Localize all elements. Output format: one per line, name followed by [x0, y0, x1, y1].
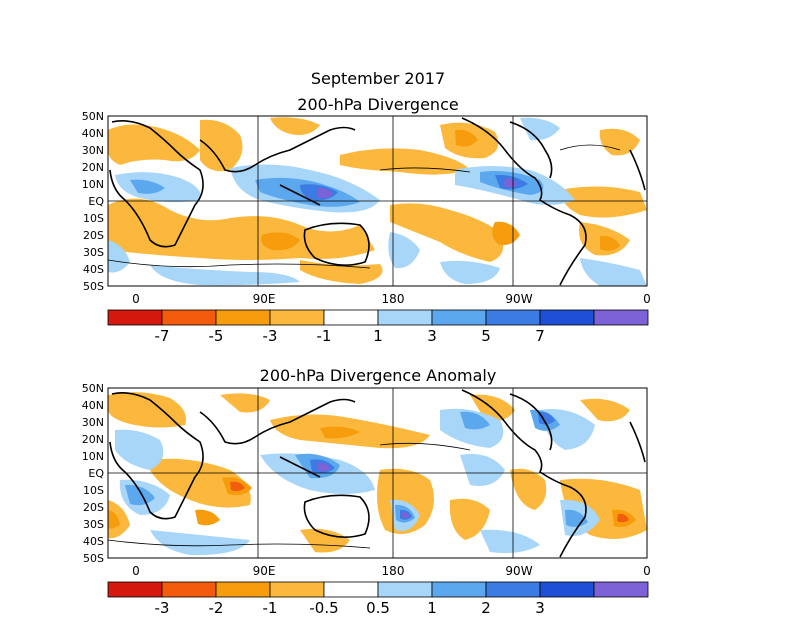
svg-text:90E: 90E [253, 564, 276, 578]
svg-text:10S: 10S [83, 212, 104, 225]
svg-text:50S: 50S [83, 552, 104, 565]
colorbar-swatch [161, 309, 217, 326]
colorbar-swatch [593, 581, 649, 598]
map-frame [107, 115, 648, 287]
colorbar-label: 1 [373, 327, 383, 345]
colorbar-label: -0.5 [309, 599, 338, 617]
colorbar: -7 -5 -3 -1 1 3 5 7 [107, 309, 649, 345]
colorbar-swatch [539, 581, 595, 598]
colorbar-swatch [107, 309, 163, 326]
colorbar-swatch [593, 309, 649, 326]
colorbar-swatch [215, 309, 271, 326]
svg-text:20N: 20N [82, 433, 104, 446]
colorbar-label: 5 [481, 327, 491, 345]
colorbar-label: 7 [535, 327, 545, 345]
colorbar-label: -5 [209, 327, 224, 345]
colorbar-label: 0.5 [366, 599, 390, 617]
colorbar-swatch [107, 581, 163, 598]
svg-text:10S: 10S [83, 484, 104, 497]
panel-divergence: 200-hPa Divergence [82, 95, 651, 345]
colorbar-swatch [431, 581, 487, 598]
svg-text:20S: 20S [83, 229, 104, 242]
svg-text:30S: 30S [83, 246, 104, 259]
colorbar-swatch [269, 581, 325, 598]
svg-text:30N: 30N [82, 416, 104, 429]
figure-title: September 2017 [311, 69, 445, 88]
colorbar-label: -1 [317, 327, 332, 345]
svg-text:0: 0 [132, 292, 140, 306]
contour-fill [108, 116, 647, 286]
svg-text:50N: 50N [82, 382, 104, 395]
svg-text:40S: 40S [83, 263, 104, 276]
colorbar-label: -2 [209, 599, 224, 617]
colorbar-label: -3 [263, 327, 278, 345]
svg-text:0: 0 [643, 292, 651, 306]
svg-text:50S: 50S [83, 280, 104, 293]
svg-text:40N: 40N [82, 127, 104, 140]
colorbar-swatch [377, 309, 433, 326]
colorbar-swatch [539, 309, 595, 326]
svg-text:90W: 90W [505, 564, 532, 578]
svg-text:20N: 20N [82, 161, 104, 174]
colorbar-label: -3 [155, 599, 170, 617]
panel-title: 200-hPa Divergence Anomaly [260, 366, 497, 385]
colorbar: -3 -2 -1 -0.5 0.5 1 2 3 [107, 581, 649, 617]
svg-text:50N: 50N [82, 110, 104, 123]
lon-labels: 0 90E 180 90W 0 [132, 292, 651, 306]
lon-labels: 0 90E 180 90W 0 [132, 564, 651, 578]
map-grid [108, 388, 647, 558]
colorbar-swatch [215, 581, 271, 598]
svg-text:180: 180 [382, 564, 405, 578]
lat-labels: 50N 40N 30N 20N 10N EQ 10S 20S 30S 40S 5… [82, 110, 105, 293]
svg-text:0: 0 [132, 564, 140, 578]
colorbar-label: 2 [481, 599, 491, 617]
colorbar-swatch [323, 581, 379, 598]
svg-text:40S: 40S [83, 535, 104, 548]
colorbar-label: 3 [535, 599, 545, 617]
map-frame [107, 387, 648, 559]
colorbar-swatch [485, 581, 541, 598]
map-grid [108, 116, 647, 286]
svg-text:30N: 30N [82, 144, 104, 157]
colorbar-label: 1 [427, 599, 437, 617]
colorbar-swatch [431, 309, 487, 326]
colorbar-swatch [485, 309, 541, 326]
panel-title: 200-hPa Divergence [297, 95, 458, 114]
svg-text:0: 0 [643, 564, 651, 578]
colorbar-label: -7 [155, 327, 170, 345]
svg-text:20S: 20S [83, 501, 104, 514]
svg-text:180: 180 [382, 292, 405, 306]
colorbar-swatch [323, 309, 379, 326]
colorbar-label: -1 [263, 599, 278, 617]
svg-text:10N: 10N [82, 450, 104, 463]
svg-text:10N: 10N [82, 178, 104, 191]
svg-text:EQ: EQ [88, 467, 104, 480]
panel-divergence-anomaly: 200-hPa Divergence Anomaly [82, 366, 651, 617]
svg-text:40N: 40N [82, 399, 104, 412]
lat-labels: 50N 40N 30N 20N 10N EQ 10S 20S 30S 40S 5… [82, 382, 105, 565]
svg-text:90W: 90W [505, 292, 532, 306]
colorbar-label: 3 [427, 327, 437, 345]
svg-text:30S: 30S [83, 518, 104, 531]
svg-text:90E: 90E [253, 292, 276, 306]
colorbar-swatch [161, 581, 217, 598]
colorbar-swatch [377, 581, 433, 598]
svg-text:EQ: EQ [88, 195, 104, 208]
colorbar-swatch [269, 309, 325, 326]
